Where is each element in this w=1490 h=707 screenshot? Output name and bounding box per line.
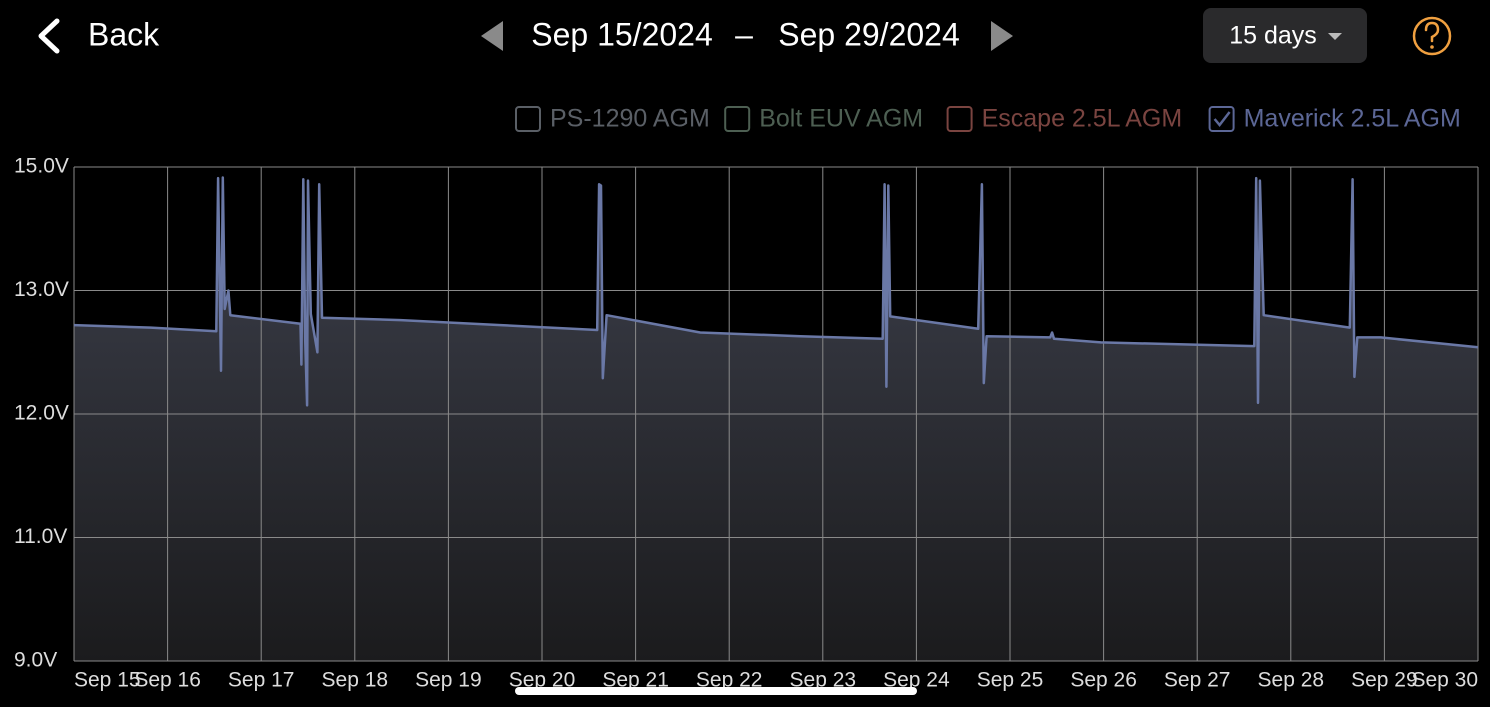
legend-toggle[interactable]: Bolt EUV AGM: [724, 105, 923, 133]
y-tick-label: 13.0V: [14, 278, 69, 301]
data-line: [73, 176, 1479, 407]
back-icon: [38, 18, 60, 54]
dropdown-label: 15 days: [1229, 22, 1317, 50]
end-date: Sep 29/2024: [778, 16, 960, 52]
legend-toggle[interactable]: PS-1290 AGM: [515, 105, 710, 133]
x-tick-label: Sep 23: [790, 669, 857, 692]
checkbox: [515, 106, 541, 132]
x-tick-label: Sep 24: [883, 669, 950, 692]
checkbox: [1208, 106, 1235, 132]
help-mark: [1424, 21, 1440, 43]
legend-label: Bolt EUV AGM: [759, 105, 923, 133]
x-tick-label: Sep 30: [1411, 669, 1478, 692]
checkbox: [946, 106, 973, 132]
checkbox: [724, 106, 751, 132]
x-tick-label: Sep 19: [415, 669, 482, 692]
legend-label: Escape 2.5L AGM: [982, 105, 1183, 133]
x-tick-label: Sep 28: [1258, 669, 1325, 692]
x-tick-label: Sep 17: [228, 669, 295, 692]
help-button[interactable]: [1412, 16, 1452, 56]
x-tick-label: Sep 29: [1351, 669, 1418, 692]
x-tick-label: Sep 18: [322, 669, 389, 692]
legend-label: PS-1290 AGM: [550, 105, 710, 133]
x-tick-label: Sep 15: [74, 669, 141, 692]
y-tick-label: 11.0V: [14, 525, 67, 548]
y-tick-label: 12.0V: [14, 402, 69, 425]
home-indicator: [515, 687, 917, 695]
area-fill: [74, 177, 1478, 661]
x-tick-label: Sep 22: [696, 669, 763, 692]
y-tick-label: 15.0V: [14, 155, 69, 178]
dropdown-caret: [1328, 33, 1342, 40]
checkmark: [1213, 111, 1231, 127]
dropdown-box: [1203, 8, 1367, 63]
x-tick-label: Sep 26: [1070, 669, 1137, 692]
x-tick-label: Sep 27: [1164, 669, 1231, 692]
x-tick-label: Sep 16: [134, 669, 201, 692]
y-tick-label: 9.0V: [14, 649, 57, 672]
x-tick-label: Sep 25: [977, 669, 1044, 692]
back-button[interactable]: Back: [38, 16, 160, 54]
legend: PS-1290 AGM Bolt EUV AGM Escape 2.5L AGM Ma…: [515, 105, 1461, 133]
help-dot: [1430, 45, 1434, 49]
prev-arrow[interactable]: [481, 21, 503, 51]
x-tick-label: Sep 20: [509, 669, 576, 692]
range-dropdown[interactable]: 15 days: [1203, 8, 1367, 63]
x-tick-label: Sep 21: [602, 669, 669, 692]
legend-label: Maverick 2.5L AGM: [1244, 105, 1461, 133]
legend-toggle[interactable]: Escape 2.5L AGM: [946, 105, 1183, 133]
start-date: Sep 15/2024: [531, 16, 713, 52]
help-circle: [1412, 16, 1452, 56]
legend-toggle[interactable]: Maverick 2.5L AGM: [1208, 105, 1461, 133]
next-arrow[interactable]: [991, 21, 1013, 51]
date-separator: –: [735, 16, 753, 52]
back-label: Back: [88, 16, 160, 52]
